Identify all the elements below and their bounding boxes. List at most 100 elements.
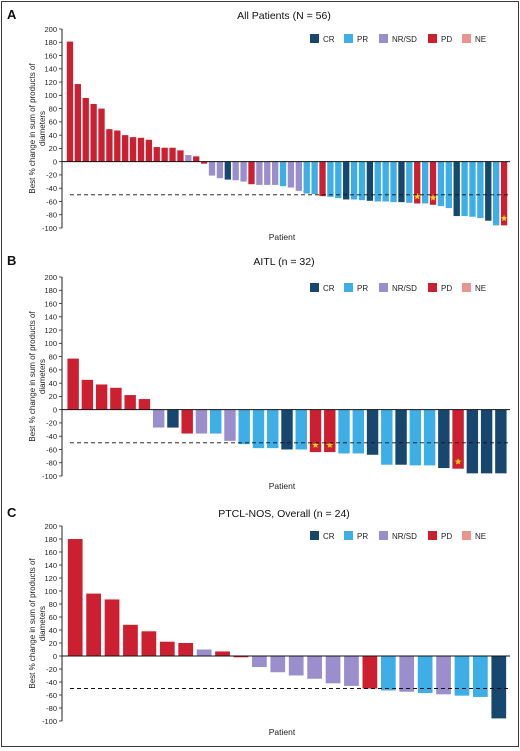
y-tick-label: 160 — [44, 299, 57, 308]
bar — [477, 161, 484, 219]
y-tick-label: 180 — [44, 38, 57, 47]
y-tick-label: -60 — [46, 445, 57, 454]
legend-label: PR — [357, 35, 368, 44]
bar — [338, 409, 350, 454]
y-tick-label: 140 — [44, 313, 57, 322]
bar — [123, 624, 138, 656]
y-axis-label: Best % change in sum of products ofdiame… — [28, 558, 47, 689]
legend-swatch — [428, 283, 437, 292]
bar — [248, 161, 255, 185]
bar — [238, 409, 250, 445]
legend-label: PD — [441, 35, 452, 44]
y-tick-label: 160 — [44, 548, 57, 557]
panel-title: AITL (n = 32) — [253, 256, 314, 268]
bar — [311, 161, 318, 195]
bar — [362, 656, 378, 689]
y-tick-label: 200 — [44, 273, 57, 282]
bar — [86, 593, 101, 656]
bar — [279, 161, 287, 187]
bar — [491, 656, 507, 719]
bar — [159, 641, 175, 656]
bar — [114, 130, 121, 162]
bar — [110, 387, 122, 410]
legend: CR PR NR/SD PD NE — [310, 34, 486, 44]
bar — [303, 161, 310, 194]
bar — [267, 409, 279, 449]
bar — [358, 161, 366, 201]
panel-title: PTCL-NOS, Overall (n = 24) — [218, 508, 350, 520]
bar — [98, 108, 105, 162]
bar — [281, 409, 293, 450]
y-tick-label: 80 — [49, 104, 57, 113]
bar — [90, 103, 97, 162]
bar — [438, 409, 450, 469]
bar — [473, 656, 488, 697]
bar — [195, 409, 208, 434]
legend-label: PD — [441, 532, 452, 541]
y-tick-label: -60 — [46, 197, 57, 206]
y-tick-label: 140 — [44, 65, 57, 74]
bar — [380, 656, 396, 691]
bar — [454, 656, 470, 696]
bar — [169, 147, 176, 162]
y-tick-label: 120 — [44, 326, 57, 335]
legend-swatch — [310, 531, 319, 540]
bar — [74, 84, 81, 162]
bar — [288, 656, 304, 676]
legend-swatch — [344, 283, 353, 292]
bar — [493, 161, 500, 226]
y-tick-label: 20 — [49, 639, 57, 648]
y-tick-label: 20 — [49, 392, 57, 401]
bar — [233, 656, 249, 658]
bar — [423, 409, 436, 466]
y-tick-label: -60 — [46, 691, 57, 700]
bar — [252, 409, 265, 449]
panel-a: A All Patients (N = 56) Best % change in s… — [7, 7, 510, 242]
legend-swatch — [379, 34, 388, 43]
bar — [232, 161, 239, 181]
bar — [185, 155, 192, 162]
x-axis-label: Patient — [269, 232, 296, 242]
y-tick-label: 80 — [49, 352, 57, 361]
y-tick-label: 60 — [49, 118, 57, 127]
y-tick-label: -100 — [42, 717, 57, 726]
legend-label: PR — [357, 284, 368, 293]
y-tick-label: 0 — [53, 157, 57, 166]
bar — [193, 156, 200, 162]
star-marker — [454, 458, 462, 465]
bar — [81, 379, 94, 410]
bar — [208, 161, 216, 176]
star-marker — [413, 192, 421, 200]
y-tick-label: 60 — [49, 366, 57, 375]
star-marker — [429, 194, 437, 201]
y-tick-label: 140 — [44, 561, 57, 570]
y-tick-label: 80 — [49, 600, 57, 609]
legend-label: NR/SD — [392, 284, 417, 293]
y-tick-label: 180 — [44, 286, 57, 295]
bar — [437, 161, 445, 207]
bar — [327, 161, 334, 197]
bar — [429, 161, 437, 205]
bar — [196, 649, 212, 656]
bar — [436, 656, 451, 695]
bar — [129, 137, 137, 162]
legend-label: CR — [323, 532, 335, 541]
legend-swatch — [344, 531, 353, 540]
bar — [307, 656, 322, 679]
legend: CR PR NR/SD PD NE — [310, 531, 486, 541]
bar — [414, 161, 421, 204]
legend-swatch — [344, 34, 353, 43]
bar — [469, 161, 476, 217]
bar — [461, 161, 468, 217]
legend-label: NE — [475, 532, 486, 541]
y-tick-label: -40 — [46, 184, 57, 193]
y-tick-label: -20 — [46, 171, 57, 180]
star-marker — [500, 214, 508, 222]
bar — [485, 161, 492, 221]
bar — [210, 409, 222, 434]
legend-swatch — [379, 283, 388, 292]
bar — [325, 656, 341, 684]
bar — [381, 409, 393, 465]
y-tick-label: 40 — [49, 626, 57, 635]
legend-label: PR — [357, 532, 368, 541]
